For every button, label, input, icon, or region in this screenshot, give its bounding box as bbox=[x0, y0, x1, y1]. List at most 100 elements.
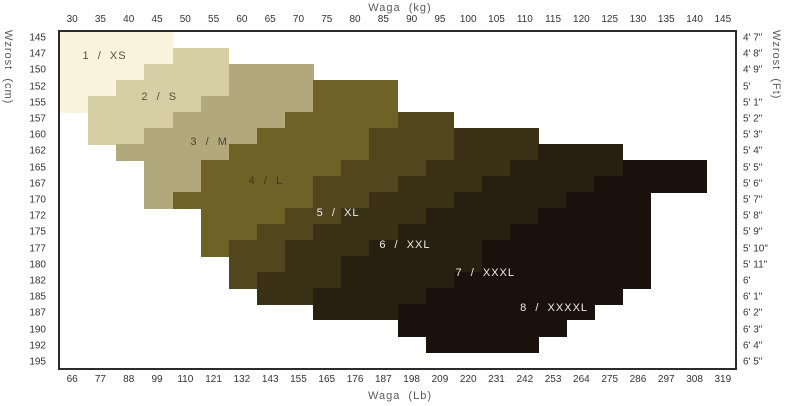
size-region-XXL bbox=[285, 240, 370, 257]
kg-tick: 30 bbox=[66, 14, 78, 25]
cm-tick: 172 bbox=[29, 210, 46, 222]
lb-tick: 88 bbox=[123, 374, 135, 385]
size-region-XXXL bbox=[313, 303, 398, 321]
kg-tick: 85 bbox=[377, 14, 389, 25]
lb-tick: 286 bbox=[629, 374, 647, 385]
lb-tick: 99 bbox=[151, 374, 163, 385]
ft-tick: 5' 2" bbox=[743, 113, 763, 125]
ft-tick: 5' 11" bbox=[743, 259, 768, 271]
cm-tick: 157 bbox=[29, 113, 46, 125]
lb-tick: 121 bbox=[205, 374, 222, 385]
size-region-L bbox=[200, 160, 342, 177]
ft-tick: 6' 2" bbox=[743, 307, 763, 319]
size-region-XL bbox=[228, 256, 286, 273]
kg-tick: 120 bbox=[573, 14, 590, 25]
cm-tick: 175 bbox=[29, 226, 46, 238]
size-region-XXXXL bbox=[425, 288, 623, 305]
size-region-XL bbox=[313, 176, 398, 193]
size-region-XXL bbox=[425, 160, 511, 177]
lb-tick: 165 bbox=[318, 374, 336, 385]
size-region-XXXL bbox=[538, 144, 623, 161]
size-region-XS bbox=[60, 48, 173, 65]
cm-tick: 167 bbox=[29, 178, 46, 190]
kg-tick: 125 bbox=[601, 14, 619, 25]
ft-tick: 5' 6" bbox=[743, 178, 763, 190]
kg-tick-row: 30 35 40 45 50 55 60 65 70 75 80 85 90 95 100 105 110 115… bbox=[58, 14, 737, 27]
y-axis-title-left: Wzrost (cm) bbox=[2, 30, 14, 105]
kg-tick: 90 bbox=[406, 14, 418, 25]
size-label-XXXL: 7 / XXXL bbox=[455, 266, 516, 279]
ft-tick: 5' 7" bbox=[743, 194, 763, 206]
size-region-XXXL bbox=[369, 240, 483, 257]
size-region-XS bbox=[60, 32, 173, 49]
size-region-L bbox=[200, 240, 230, 257]
ft-tick: 5' 1" bbox=[743, 97, 763, 109]
ft-tick-column: 4' 7" 4' 8" 4' 9" 5' 5' 1" 5' 2" 5' 3" 5' 4" 5' … bbox=[743, 30, 799, 370]
size-label-S: 2 / S bbox=[141, 90, 178, 103]
cm-tick: 185 bbox=[29, 291, 46, 303]
size-region-XXXXL bbox=[397, 320, 567, 337]
lb-tick: 66 bbox=[66, 374, 78, 385]
cm-tick: 195 bbox=[29, 356, 46, 368]
size-region-L bbox=[256, 128, 370, 145]
ft-tick: 4' 7" bbox=[743, 32, 763, 44]
x-axis-title-top: Waga (kg) bbox=[368, 2, 432, 14]
size-region-XXXL bbox=[397, 224, 511, 241]
ft-tick: 5' 4" bbox=[743, 145, 763, 157]
kg-tick: 60 bbox=[236, 14, 248, 25]
ft-tick: 5' 8" bbox=[743, 210, 763, 222]
size-region-XL bbox=[285, 208, 342, 225]
ft-tick: 6' 1" bbox=[743, 291, 763, 303]
size-region-L bbox=[228, 144, 370, 161]
lb-tick: 242 bbox=[516, 374, 534, 385]
size-region-M bbox=[144, 160, 202, 177]
size-region-M bbox=[144, 176, 202, 193]
size-region-XXXXL bbox=[622, 160, 708, 177]
lb-tick: 132 bbox=[233, 374, 251, 385]
cm-tick: 160 bbox=[29, 129, 46, 141]
plot-area: 1 / XS 2 / S 3 / M 4 / L 5 / XL 6 / XXL 7 / XX… bbox=[58, 30, 737, 370]
size-label-XL: 5 / XL bbox=[316, 207, 360, 220]
ft-tick: 5' bbox=[743, 81, 751, 93]
lb-tick: 155 bbox=[290, 374, 307, 385]
size-label-XS: 1 / XS bbox=[82, 49, 127, 62]
kg-tick: 100 bbox=[459, 14, 477, 25]
size-region-XXL bbox=[453, 128, 539, 145]
ft-tick: 6' 4" bbox=[743, 340, 763, 352]
size-region-XXXL bbox=[425, 208, 539, 225]
ft-tick: 5' 10" bbox=[743, 243, 768, 255]
size-region-XL bbox=[397, 112, 455, 129]
size-region-XL bbox=[313, 192, 370, 209]
size-region-XL bbox=[228, 240, 286, 257]
size-region-XXXXL bbox=[425, 336, 539, 353]
ft-tick: 4' 9" bbox=[743, 64, 763, 76]
ft-tick: 5' 5" bbox=[743, 162, 763, 174]
size-region-S bbox=[88, 112, 173, 129]
kg-tick: 65 bbox=[264, 14, 276, 25]
ft-tick: 6' 3" bbox=[743, 324, 763, 336]
cm-tick: 150 bbox=[29, 64, 46, 76]
size-region-M bbox=[228, 64, 314, 81]
size-region-XXL bbox=[256, 272, 342, 289]
size-region-S bbox=[116, 80, 230, 97]
size-region-XXL bbox=[313, 224, 398, 241]
lb-tick: 110 bbox=[177, 374, 194, 385]
cm-tick: 162 bbox=[29, 145, 46, 157]
kg-tick: 75 bbox=[321, 14, 333, 25]
cm-tick: 152 bbox=[29, 81, 46, 93]
size-region-XL bbox=[369, 128, 455, 145]
kg-tick: 105 bbox=[488, 14, 505, 25]
ft-tick: 6' bbox=[743, 275, 751, 287]
size-region-XXL bbox=[397, 176, 483, 193]
size-region-XL bbox=[341, 160, 427, 177]
size-region-XXXL bbox=[481, 176, 595, 193]
size-region-L bbox=[313, 96, 398, 113]
size-region-XXXL bbox=[453, 192, 567, 209]
lb-tick: 253 bbox=[544, 374, 562, 385]
size-region-XXXXL bbox=[481, 256, 652, 273]
kg-tick: 40 bbox=[123, 14, 135, 25]
ft-tick: 4' 8" bbox=[743, 48, 763, 60]
cm-tick: 190 bbox=[29, 324, 46, 336]
size-region-XXXXL bbox=[453, 272, 652, 289]
size-region-XXXXL bbox=[538, 208, 652, 225]
